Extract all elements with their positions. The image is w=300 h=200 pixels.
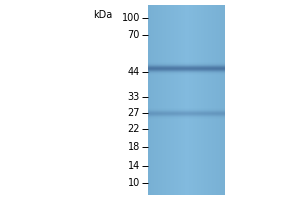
Bar — [176, 5, 178, 195]
Bar — [216, 5, 217, 195]
Bar — [164, 5, 165, 195]
Bar — [215, 5, 216, 195]
Bar — [182, 5, 183, 195]
Bar — [148, 112, 225, 114]
Bar — [210, 5, 211, 195]
Bar — [188, 5, 189, 195]
Bar — [148, 116, 225, 117]
Bar — [172, 5, 174, 195]
Bar — [148, 5, 149, 195]
Bar — [205, 5, 206, 195]
Bar — [220, 5, 221, 195]
Bar — [167, 5, 169, 195]
Bar — [156, 5, 157, 195]
Text: 100: 100 — [122, 13, 140, 23]
Text: 14: 14 — [128, 161, 140, 171]
Bar — [148, 114, 225, 116]
Bar — [148, 117, 225, 118]
Bar — [148, 70, 225, 71]
Bar — [184, 5, 185, 195]
Bar — [148, 62, 225, 64]
Bar — [162, 5, 164, 195]
Bar — [194, 5, 196, 195]
Bar — [148, 110, 225, 112]
Bar — [178, 5, 179, 195]
Bar — [208, 5, 210, 195]
Bar — [179, 5, 180, 195]
Bar — [148, 108, 225, 110]
Bar — [197, 5, 198, 195]
Bar — [224, 5, 225, 195]
Bar — [151, 5, 152, 195]
Bar — [149, 5, 151, 195]
Bar — [202, 5, 203, 195]
Bar — [154, 5, 156, 195]
Bar — [165, 5, 166, 195]
Bar — [201, 5, 202, 195]
Bar — [199, 5, 201, 195]
Bar — [203, 5, 205, 195]
Bar — [192, 5, 193, 195]
Text: kDa: kDa — [93, 10, 112, 20]
Bar — [148, 72, 225, 73]
Bar — [158, 5, 160, 195]
Bar — [148, 68, 225, 70]
Text: 44: 44 — [128, 67, 140, 77]
Bar — [183, 5, 184, 195]
Bar — [148, 64, 225, 66]
Bar — [217, 5, 219, 195]
Bar — [174, 5, 175, 195]
Bar — [152, 5, 153, 195]
Bar — [166, 5, 167, 195]
Bar — [175, 5, 176, 195]
Bar — [157, 5, 158, 195]
Text: 33: 33 — [128, 92, 140, 102]
Text: 22: 22 — [128, 124, 140, 134]
Bar — [189, 5, 190, 195]
Bar — [211, 5, 212, 195]
Bar — [160, 5, 161, 195]
Bar — [221, 5, 222, 195]
Bar — [206, 5, 207, 195]
Bar — [185, 5, 187, 195]
Bar — [212, 5, 214, 195]
Bar — [198, 5, 199, 195]
Bar — [170, 5, 171, 195]
Bar — [148, 66, 225, 68]
Text: 27: 27 — [128, 108, 140, 118]
Bar — [180, 5, 182, 195]
Bar — [187, 5, 188, 195]
Bar — [193, 5, 194, 195]
Bar — [169, 5, 170, 195]
Bar — [161, 5, 162, 195]
Bar — [222, 5, 224, 195]
Bar — [219, 5, 220, 195]
Bar — [207, 5, 208, 195]
Bar — [153, 5, 154, 195]
Bar — [148, 73, 225, 74]
Bar — [148, 71, 225, 72]
Bar — [214, 5, 215, 195]
Text: 18: 18 — [128, 142, 140, 152]
Bar — [171, 5, 172, 195]
Bar — [190, 5, 192, 195]
Text: 10: 10 — [128, 178, 140, 188]
Text: 70: 70 — [128, 30, 140, 40]
Bar — [196, 5, 197, 195]
